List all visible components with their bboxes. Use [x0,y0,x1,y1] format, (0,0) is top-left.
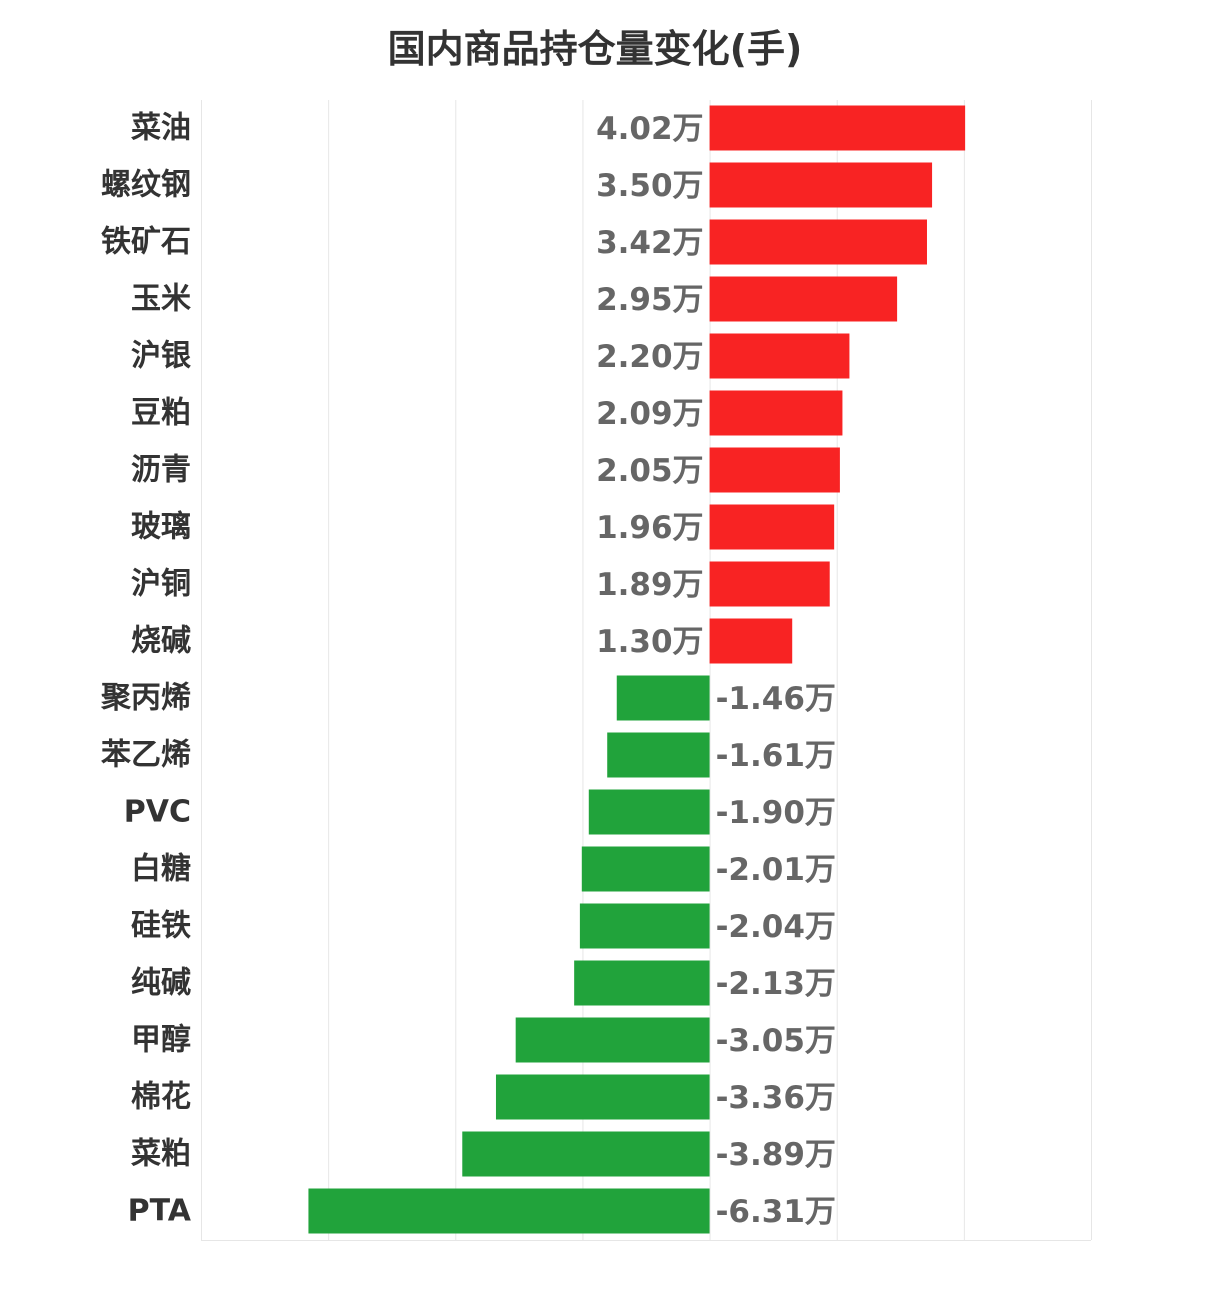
bar-20 [308,1188,710,1234]
data-label: -3.05万 [716,1023,836,1059]
category-label: 菜油 [131,111,191,146]
data-label: 4.02万 [596,111,704,147]
data-label: 2.95万 [596,282,704,318]
category-label: 棉花 [131,1080,191,1115]
bar-17 [515,1017,710,1063]
category-label: PVC [124,795,191,830]
category-label: 铁矿石 [101,225,191,260]
category-label: PTA [128,1194,192,1229]
category-label: 豆粕 [131,396,191,431]
chart-title: 国内商品持仓量变化(手) [387,27,803,71]
bar-11 [616,675,710,721]
data-label: -1.61万 [716,738,836,774]
bar-8 [709,504,835,550]
category-label: 菜粕 [131,1137,191,1172]
category-label: 螺纹钢 [101,168,191,203]
category-label: 白糖 [131,852,191,887]
data-label: -3.36万 [716,1080,836,1116]
data-label: -2.13万 [716,966,836,1002]
category-label: 沪铜 [131,567,191,602]
category-label: 玻璃 [131,510,191,545]
data-label: 3.42万 [596,225,704,261]
bar-4 [709,276,898,322]
category-label: 沥青 [131,453,191,488]
bar-5 [709,333,850,379]
category-label: 玉米 [131,282,191,317]
category-label: 烧碱 [131,624,191,659]
bar-10 [709,618,793,664]
data-label: -1.46万 [716,681,836,717]
data-label: -2.04万 [716,909,836,945]
data-label: -2.01万 [716,852,836,888]
bar-6 [709,390,843,436]
data-label: 2.20万 [596,339,704,375]
bar-12 [607,732,710,778]
data-label: 3.50万 [596,168,704,204]
data-label: 1.89万 [596,567,704,603]
bar-2 [709,162,933,208]
data-label: 1.30万 [596,624,704,660]
bar-18 [495,1074,710,1120]
category-label: 纯碱 [131,966,191,1001]
category-label: 沪银 [131,339,191,374]
bar-3 [709,219,927,265]
category-label: 甲醇 [131,1023,191,1058]
data-label: 1.96万 [596,510,704,546]
bar-14 [581,846,710,892]
grid-lines [201,100,1092,1241]
bar-19 [462,1131,710,1177]
data-label: -3.89万 [716,1137,836,1173]
category-label: 苯乙烯 [101,738,191,773]
bar-9 [709,561,830,607]
bar-15 [579,903,710,949]
bars [308,105,966,1234]
data-label: -1.90万 [716,795,836,831]
data-label: 2.09万 [596,396,704,432]
bar-13 [588,789,710,835]
bar-16 [574,960,710,1006]
bar-7 [709,447,840,493]
category-label: 聚丙烯 [100,681,191,716]
data-label: 2.05万 [596,453,704,489]
category-label: 硅铁 [131,909,191,944]
data-label: -6.31万 [716,1194,836,1230]
bar-1 [709,105,966,151]
